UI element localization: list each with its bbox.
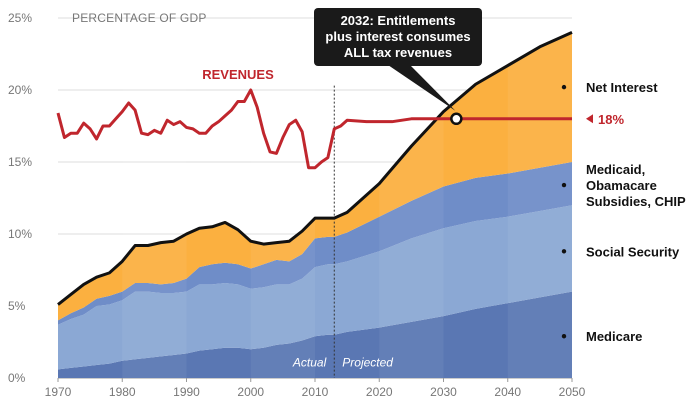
series-label-2-line-2: Obamacare <box>586 178 657 193</box>
y-tick-20: 20% <box>8 83 32 97</box>
x-tick-2010: 2010 <box>302 385 329 399</box>
x-tick-1980: 1980 <box>109 385 136 399</box>
revenue-marker-arrow <box>586 114 593 124</box>
labels-layer: 0% 5% 10% 15% 20% 25% 1970 1980 1990 2000 2010 2020… <box>8 8 686 399</box>
revenues-line <box>56 88 572 170</box>
x-tick-2050: 2050 <box>559 385 586 399</box>
stacked-areas <box>58 32 572 378</box>
crossing-point-marker <box>450 112 463 126</box>
area-social-security <box>58 205 572 370</box>
area-medicare <box>58 291 572 378</box>
series-label-4-line-1: Medicare <box>586 329 642 344</box>
callout-line-2: plus interest consumes <box>325 29 470 44</box>
x-tick-2030: 2030 <box>430 385 457 399</box>
y-tick-15: 15% <box>8 155 32 169</box>
x-tick-1970: 1970 <box>45 385 72 399</box>
series-label-2-line-1: Medicaid, <box>586 162 645 177</box>
series-label-3-line-1: Social Security <box>586 244 680 259</box>
actual-label: Actual <box>292 355 327 369</box>
series-dot-2 <box>561 182 567 188</box>
x-tick-2040: 2040 <box>494 385 521 399</box>
callout-line-1: 2032: Entitlements <box>341 13 456 28</box>
series-dot-4 <box>561 334 567 339</box>
decade-band-1980 <box>122 18 187 378</box>
y-tick-25: 25% <box>8 11 32 25</box>
area-medicaid-obamacare-subsidies-chip <box>58 162 572 325</box>
callout-pointer <box>388 65 456 111</box>
series-dot-3 <box>561 249 567 254</box>
revenue-marker-label: 18% <box>598 112 624 127</box>
y-tick-0: 0% <box>8 371 26 385</box>
x-tick-1990: 1990 <box>173 385 200 399</box>
projected-label: Projected <box>342 355 393 369</box>
total-spending-line <box>57 31 573 306</box>
y-tick-5: 5% <box>8 299 26 313</box>
revenues-label: REVENUES <box>202 67 274 82</box>
series-label-1-line-1: Net Interest <box>586 80 658 95</box>
decade-band-2040 <box>507 18 572 378</box>
area-net-interest <box>58 32 572 321</box>
x-tick-2000: 2000 <box>237 385 264 399</box>
y-tick-10: 10% <box>8 227 32 241</box>
x-tick-2020: 2020 <box>366 385 393 399</box>
chart-subtitle: PERCENTAGE OF GDP <box>72 11 207 25</box>
series-label-2-line-3: Subsidies, CHIP <box>586 194 686 209</box>
callout-line-3: ALL tax revenues <box>344 45 452 60</box>
callout-box <box>314 8 482 66</box>
decade-band-2000 <box>250 18 315 378</box>
lines-layer <box>56 31 573 378</box>
series-dot-1 <box>561 84 567 90</box>
